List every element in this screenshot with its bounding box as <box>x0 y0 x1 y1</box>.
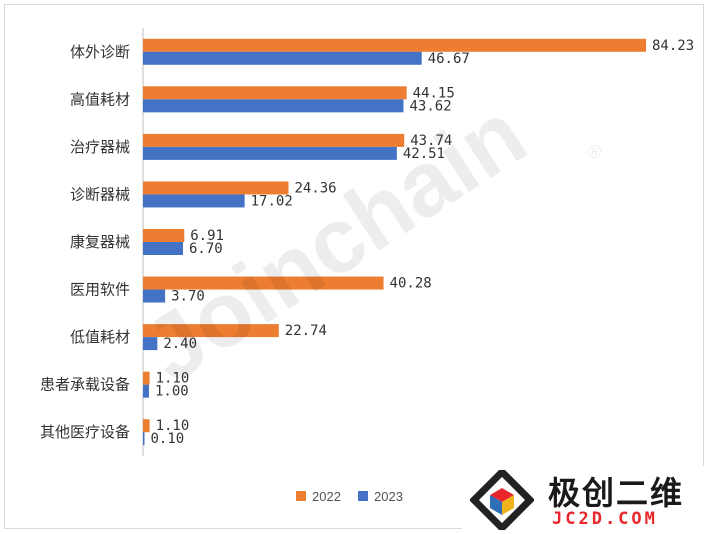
bar-2023 <box>143 51 422 65</box>
bar-2023 <box>143 337 158 351</box>
data-label-2022: 22.74 <box>285 323 327 339</box>
category-label: 治疗器械 <box>70 138 130 156</box>
category-label: 康复器械 <box>70 233 130 251</box>
bar-2023 <box>143 99 404 113</box>
data-label-2022: 40.28 <box>390 276 432 292</box>
bar-2022 <box>143 229 185 242</box>
data-label-2023: 2.40 <box>163 336 197 352</box>
bar-2022 <box>143 86 407 100</box>
data-label-2022: 1.10 <box>156 371 190 387</box>
legend-label-2022: 2022 <box>312 489 341 504</box>
bar-2023 <box>143 432 145 446</box>
data-label-2022: 6.91 <box>190 228 224 244</box>
data-label-2023: 43.62 <box>409 98 451 114</box>
category-label: 低值耗材 <box>70 328 130 346</box>
category-label: 患者承载设备 <box>40 376 130 394</box>
bar-2023 <box>143 194 245 208</box>
data-label-2023: 6.70 <box>189 241 223 257</box>
bar-2023 <box>143 384 149 398</box>
data-label-2023: 46.67 <box>428 51 470 67</box>
bar-2022 <box>143 324 279 338</box>
data-label-2023: 3.70 <box>171 289 205 305</box>
bar-2022 <box>143 276 384 290</box>
bar-2022 <box>143 133 405 147</box>
bar-2022 <box>143 181 289 195</box>
logo-name-cn: 极创二维 <box>548 474 685 512</box>
bar-2022 <box>143 371 150 385</box>
category-label: 诊断器械 <box>70 185 130 203</box>
data-label-2022: 44.15 <box>413 85 455 101</box>
bar-2023 <box>143 146 397 160</box>
category-label: 高值耗材 <box>70 90 130 108</box>
legend: 2022 2023 <box>296 489 403 504</box>
data-label-2023: 17.02 <box>251 193 293 209</box>
bars-group <box>143 38 646 446</box>
data-label-2023: 0.10 <box>151 431 185 447</box>
category-label: 医用软件 <box>70 281 130 299</box>
chart-frame <box>4 4 704 529</box>
data-label-2022: 1.10 <box>156 418 190 434</box>
bar-2022 <box>143 38 646 52</box>
bar-2023 <box>143 289 166 303</box>
data-label-2022: 24.36 <box>294 180 336 196</box>
legend-swatch-2022 <box>296 491 306 501</box>
cube-logo-icon <box>470 470 534 530</box>
data-label-2023: 42.51 <box>403 146 445 162</box>
category-label: 其他医疗设备 <box>40 423 130 441</box>
category-label: 体外诊断 <box>70 43 130 61</box>
legend-label-2023: 2023 <box>374 489 403 504</box>
bar-2023 <box>143 242 184 255</box>
data-label-2023: 1.00 <box>155 384 189 400</box>
legend-swatch-2023 <box>358 491 368 501</box>
logo-name-en: JC2D.COM <box>552 509 658 529</box>
data-label-2022: 43.74 <box>410 133 452 149</box>
bar-2022 <box>143 419 150 433</box>
data-label-2022: 84.23 <box>652 38 694 54</box>
